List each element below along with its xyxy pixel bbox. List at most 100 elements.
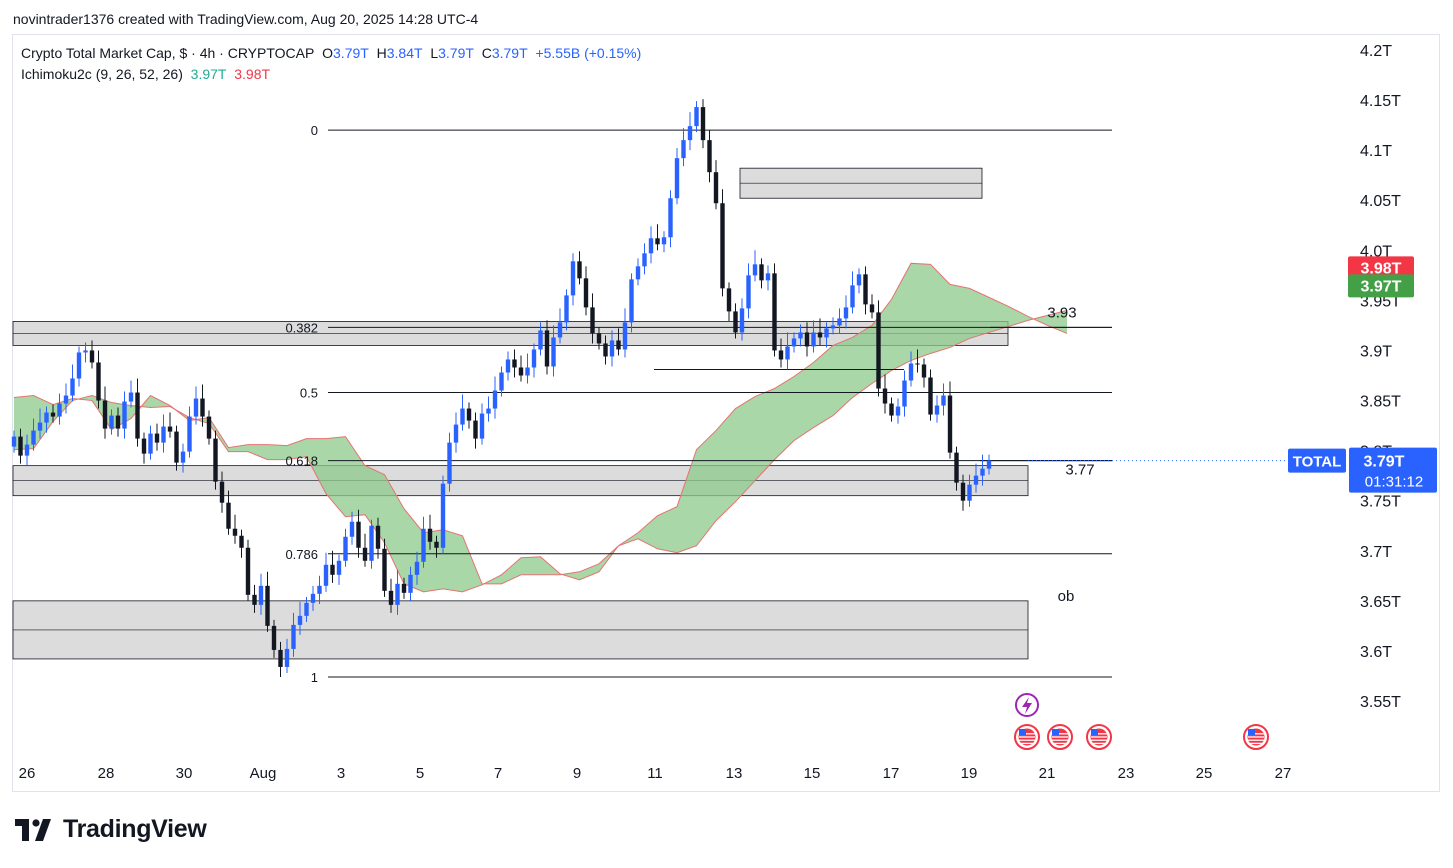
candle <box>947 381 953 459</box>
candle <box>369 519 374 569</box>
x-axis-tick-label: 25 <box>1196 765 1213 782</box>
candle <box>570 253 576 306</box>
indicator-name[interactable]: Ichimoku2c (9, 26, 52, 26) <box>21 66 183 82</box>
candle-body <box>200 398 205 417</box>
price-tag-red-label: 3.98T <box>1361 260 1402 277</box>
candle-body <box>356 521 361 548</box>
candle-body <box>141 438 147 454</box>
candle <box>791 332 797 353</box>
candle-body <box>759 264 764 281</box>
price-tag-green-label: 3.97T <box>1361 278 1402 295</box>
x-axis-tick-label: 7 <box>494 765 502 782</box>
candle-body <box>24 444 30 456</box>
candle <box>713 160 719 210</box>
legend-close-value: 3.79T <box>491 45 528 61</box>
candle <box>388 578 394 613</box>
candle-body <box>934 405 940 415</box>
candle-body <box>167 426 173 432</box>
candle <box>746 263 751 319</box>
candle-body <box>291 624 296 649</box>
candle <box>349 511 355 545</box>
candle-body <box>830 325 836 329</box>
candle-body <box>414 561 420 575</box>
candle-body <box>700 107 706 141</box>
candle <box>674 148 680 205</box>
candle-body <box>785 346 790 360</box>
candle-body <box>661 237 667 245</box>
candle <box>629 273 634 333</box>
candle <box>954 446 959 491</box>
candle <box>583 266 589 316</box>
candle <box>76 346 82 387</box>
tradingview-logo[interactable]: TradingView <box>15 815 207 844</box>
candle-body <box>369 525 374 561</box>
candle-body <box>57 403 62 417</box>
candle <box>700 99 706 149</box>
candle <box>557 308 563 344</box>
candle <box>11 430 17 453</box>
candle <box>642 243 647 275</box>
legend-change: +5.55B (+0.15%) <box>535 45 642 61</box>
candle <box>694 101 699 133</box>
candle-body <box>577 261 582 279</box>
candle-body <box>616 340 621 350</box>
candle <box>661 231 667 253</box>
candle-body <box>596 333 602 344</box>
candle <box>24 434 30 466</box>
candle <box>265 571 270 632</box>
legend-low-value: 3.79T <box>438 45 474 61</box>
y-axis-tick-label: 4.0T <box>1360 243 1392 260</box>
candle-body <box>122 401 127 429</box>
candle-body <box>245 547 251 595</box>
chart-credit: novintrader1376 created with TradingView… <box>13 11 479 27</box>
candle-body <box>193 398 199 417</box>
candle <box>278 641 283 677</box>
countdown-label: 01:31:12 <box>1365 474 1423 491</box>
candle-body <box>915 363 920 365</box>
candle-body <box>232 528 238 536</box>
candle <box>609 330 615 367</box>
candle-body <box>37 422 43 431</box>
candle <box>655 224 660 251</box>
candle <box>213 430 218 490</box>
candle-body <box>50 412 56 417</box>
x-axis-tick-label: 19 <box>961 765 978 782</box>
event-icon-canton <box>1052 729 1059 735</box>
candle <box>401 577 407 599</box>
candle <box>830 317 836 335</box>
legend-symbol[interactable]: Crypto Total Market Cap, $ · 4h · CRYPTO… <box>21 45 315 61</box>
candle-body <box>492 390 498 409</box>
candle-body <box>330 564 335 575</box>
candle-body <box>902 380 907 407</box>
candle <box>284 638 290 673</box>
candle <box>356 509 361 558</box>
candle-body <box>473 420 478 439</box>
candle-body <box>921 364 927 378</box>
candle <box>70 364 75 402</box>
candle <box>707 130 712 183</box>
x-axis-tick-label: 21 <box>1039 765 1056 782</box>
candle-body <box>733 311 738 333</box>
lightning-icon-bolt <box>1022 697 1032 714</box>
candle-body <box>518 367 524 376</box>
candle <box>817 318 823 346</box>
last-price-tag-label: 3.79T <box>1364 454 1405 471</box>
candle-body <box>115 415 121 429</box>
candle <box>330 550 335 583</box>
candle <box>460 394 465 431</box>
y-axis-tick-label: 3.85T <box>1360 394 1401 411</box>
candle-body <box>629 279 634 323</box>
candle-body <box>811 332 816 347</box>
candle-body <box>278 649 283 667</box>
candle <box>486 396 491 422</box>
candle <box>778 338 784 368</box>
candle-body <box>239 535 244 548</box>
candle-body <box>453 424 459 443</box>
candle <box>512 349 517 378</box>
event-icon-canton <box>1019 729 1026 735</box>
candle-body <box>76 352 82 379</box>
candle-body <box>791 338 797 347</box>
candle-body <box>713 172 719 204</box>
candle <box>336 554 342 585</box>
